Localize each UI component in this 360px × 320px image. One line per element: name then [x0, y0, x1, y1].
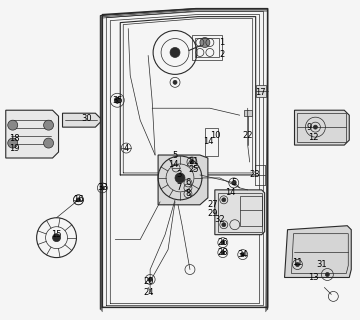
Text: 28: 28: [217, 248, 228, 257]
Text: 2: 2: [219, 50, 224, 59]
Circle shape: [44, 120, 54, 130]
Circle shape: [314, 125, 318, 129]
Text: 5: 5: [231, 179, 237, 188]
Text: 7: 7: [176, 183, 182, 192]
Circle shape: [175, 173, 185, 183]
Text: 11: 11: [292, 258, 303, 267]
Text: 35: 35: [112, 96, 123, 105]
Text: 25: 25: [189, 165, 199, 174]
Text: 4: 4: [123, 144, 129, 153]
Circle shape: [170, 47, 180, 58]
Text: 18: 18: [9, 133, 20, 143]
Bar: [297, 113, 346, 142]
Text: 24: 24: [144, 288, 154, 297]
Text: 31: 31: [316, 260, 327, 269]
Text: 6: 6: [185, 179, 191, 188]
Text: 26: 26: [217, 238, 228, 247]
Circle shape: [232, 181, 236, 185]
Text: 33: 33: [97, 183, 108, 192]
Text: 14: 14: [225, 188, 236, 197]
Bar: [205, 128, 218, 156]
Circle shape: [53, 234, 60, 242]
Text: 19: 19: [9, 144, 20, 153]
Circle shape: [173, 80, 177, 84]
Text: 12: 12: [308, 132, 319, 141]
Bar: [240, 196, 262, 226]
Circle shape: [222, 198, 226, 202]
Bar: [244, 110, 252, 116]
Text: 13: 13: [308, 273, 319, 282]
Circle shape: [200, 37, 210, 47]
Text: 16: 16: [73, 195, 84, 204]
Circle shape: [8, 138, 18, 148]
Text: 30: 30: [81, 114, 92, 123]
Text: 29: 29: [208, 209, 218, 218]
Circle shape: [114, 97, 120, 103]
Circle shape: [100, 186, 104, 190]
Bar: [195, 37, 219, 58]
Text: 22: 22: [242, 131, 253, 140]
Polygon shape: [63, 113, 100, 127]
Bar: [256, 85, 266, 97]
Text: 3: 3: [176, 171, 182, 180]
Text: 14: 14: [168, 160, 178, 170]
Text: 10: 10: [210, 131, 220, 140]
Polygon shape: [284, 226, 351, 277]
Circle shape: [296, 262, 300, 267]
Circle shape: [325, 273, 329, 276]
Text: 21: 21: [189, 157, 199, 166]
Circle shape: [221, 251, 225, 255]
Polygon shape: [215, 190, 265, 235]
Bar: [218, 193, 262, 232]
Bar: [192, 35, 222, 60]
Text: 15: 15: [51, 230, 62, 239]
Polygon shape: [6, 110, 59, 158]
Text: 20: 20: [144, 277, 154, 286]
Text: 8: 8: [185, 189, 191, 198]
Circle shape: [148, 277, 152, 282]
Circle shape: [76, 198, 80, 202]
Text: 17: 17: [255, 88, 266, 97]
Circle shape: [222, 223, 226, 227]
Circle shape: [190, 160, 194, 164]
Circle shape: [241, 252, 245, 257]
Text: 14: 14: [203, 137, 213, 146]
Text: 34: 34: [237, 250, 248, 259]
Polygon shape: [294, 110, 349, 145]
Circle shape: [221, 241, 225, 244]
Text: 5: 5: [172, 150, 177, 160]
Circle shape: [44, 138, 54, 148]
Text: 9: 9: [307, 123, 312, 132]
Text: 32: 32: [215, 215, 225, 224]
Text: 23: 23: [249, 171, 260, 180]
Text: 27: 27: [208, 200, 218, 209]
Text: 1: 1: [219, 38, 224, 47]
Circle shape: [8, 120, 18, 130]
Polygon shape: [158, 155, 208, 205]
